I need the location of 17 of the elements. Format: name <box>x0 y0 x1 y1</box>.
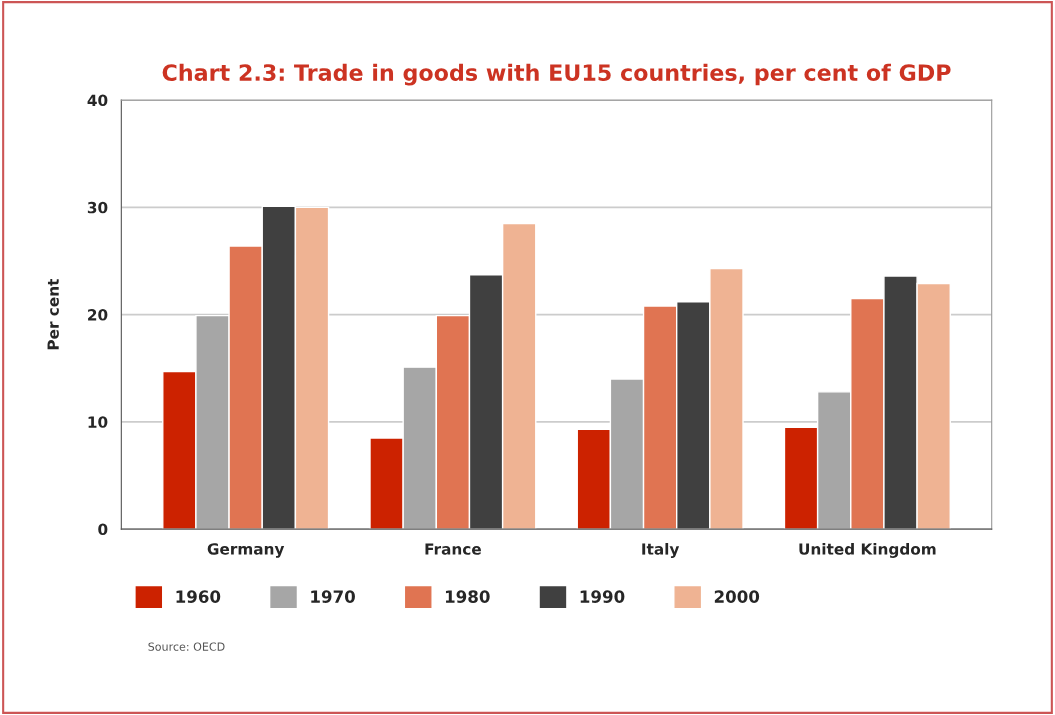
chart-title: Chart 2.3: Trade in goods with EU15 countries, per cent of GDP <box>162 63 951 86</box>
y-tick-label: 40 <box>87 94 108 107</box>
y-tick-label: 30 <box>87 201 108 214</box>
y-axis-title: Per cent <box>47 278 59 350</box>
legend-label: 1980 <box>445 590 490 603</box>
legend-label: 1990 <box>580 590 625 603</box>
legend-label: 1960 <box>176 590 221 603</box>
x-tick-label: United Kingdom <box>799 542 936 558</box>
y-tick-label: 20 <box>88 309 108 321</box>
y-tick-label: 0 <box>98 523 108 536</box>
legend-label: 2000 <box>714 590 760 603</box>
source-note: Source: OECD <box>148 642 225 651</box>
legend-label: 1970 <box>311 590 355 603</box>
x-tick-label: France <box>425 543 481 555</box>
y-tick-label: 10 <box>88 416 108 428</box>
x-tick-label: Germany <box>207 543 285 558</box>
x-tick-label: Italy <box>642 542 680 558</box>
